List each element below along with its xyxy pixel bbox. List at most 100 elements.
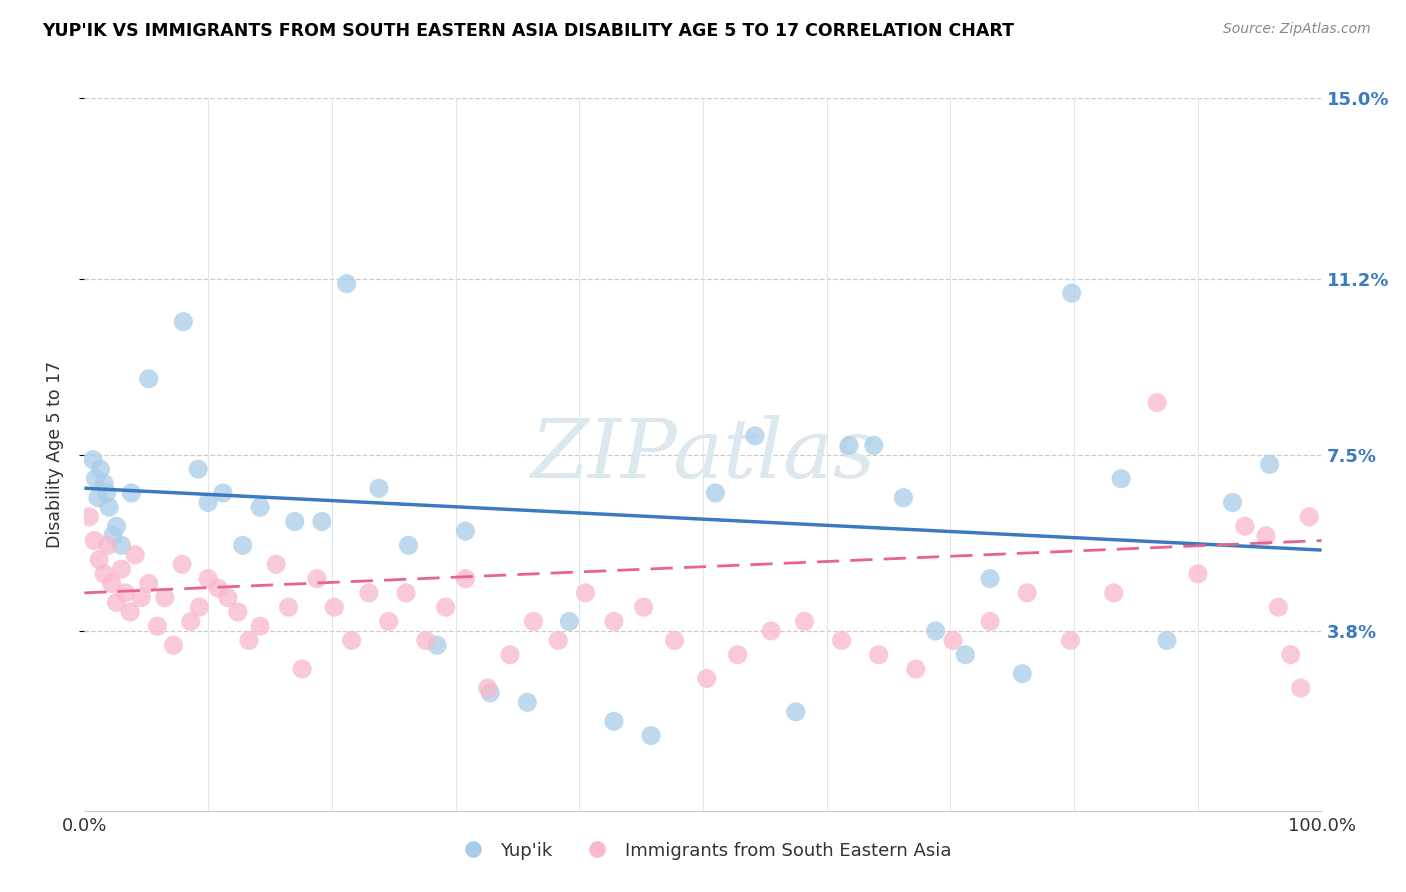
Point bbox=[831, 633, 853, 648]
Point bbox=[838, 438, 860, 452]
Point bbox=[744, 429, 766, 443]
Point bbox=[129, 591, 152, 605]
Point bbox=[83, 533, 105, 548]
Point bbox=[547, 633, 569, 648]
Point bbox=[89, 462, 111, 476]
Point bbox=[603, 615, 626, 629]
Point bbox=[153, 591, 176, 605]
Point bbox=[704, 486, 727, 500]
Point bbox=[979, 572, 1001, 586]
Point bbox=[100, 576, 122, 591]
Point bbox=[188, 600, 211, 615]
Point bbox=[89, 552, 111, 566]
Point bbox=[904, 662, 927, 676]
Point bbox=[893, 491, 915, 505]
Text: YUP'IK VS IMMIGRANTS FROM SOUTH EASTERN ASIA DISABILITY AGE 5 TO 17 CORRELATION : YUP'IK VS IMMIGRANTS FROM SOUTH EASTERN … bbox=[42, 22, 1014, 40]
Point bbox=[105, 519, 128, 533]
Point bbox=[1289, 681, 1312, 695]
Point bbox=[172, 315, 194, 329]
Point bbox=[79, 509, 101, 524]
Point bbox=[955, 648, 977, 662]
Point bbox=[323, 600, 346, 615]
Point bbox=[574, 586, 596, 600]
Point bbox=[98, 500, 121, 515]
Point bbox=[727, 648, 749, 662]
Point bbox=[291, 662, 314, 676]
Point bbox=[82, 452, 104, 467]
Point bbox=[1059, 633, 1081, 648]
Point bbox=[395, 586, 418, 600]
Point bbox=[1109, 472, 1132, 486]
Point bbox=[1298, 509, 1320, 524]
Point bbox=[217, 591, 239, 605]
Point bbox=[1060, 286, 1083, 301]
Point bbox=[105, 595, 128, 609]
Point bbox=[479, 686, 502, 700]
Point bbox=[249, 619, 271, 633]
Point bbox=[862, 438, 884, 452]
Point bbox=[336, 277, 359, 291]
Point bbox=[785, 705, 807, 719]
Point bbox=[1146, 395, 1168, 409]
Point bbox=[664, 633, 686, 648]
Point bbox=[415, 633, 437, 648]
Point bbox=[793, 615, 815, 629]
Point bbox=[633, 600, 655, 615]
Point bbox=[162, 638, 184, 652]
Point bbox=[110, 562, 132, 576]
Point bbox=[264, 558, 287, 572]
Point bbox=[114, 586, 136, 600]
Point bbox=[138, 576, 160, 591]
Point bbox=[93, 566, 115, 581]
Point bbox=[124, 548, 146, 562]
Point bbox=[367, 481, 389, 495]
Point bbox=[1222, 495, 1244, 509]
Point bbox=[305, 572, 328, 586]
Point bbox=[97, 538, 120, 552]
Point bbox=[146, 619, 169, 633]
Point bbox=[180, 615, 202, 629]
Point bbox=[84, 472, 107, 486]
Point bbox=[558, 615, 581, 629]
Point bbox=[377, 615, 399, 629]
Point bbox=[1156, 633, 1178, 648]
Point bbox=[96, 486, 118, 500]
Point bbox=[138, 372, 160, 386]
Point bbox=[1011, 666, 1033, 681]
Point bbox=[1233, 519, 1256, 533]
Point bbox=[979, 615, 1001, 629]
Point bbox=[226, 605, 249, 619]
Point bbox=[87, 491, 110, 505]
Point bbox=[603, 714, 626, 729]
Point bbox=[120, 486, 142, 500]
Point bbox=[924, 624, 946, 638]
Point bbox=[187, 462, 209, 476]
Point bbox=[1258, 458, 1281, 472]
Point bbox=[277, 600, 299, 615]
Point bbox=[232, 538, 254, 552]
Point bbox=[311, 515, 333, 529]
Point bbox=[942, 633, 965, 648]
Point bbox=[640, 729, 662, 743]
Point bbox=[238, 633, 260, 648]
Point bbox=[249, 500, 271, 515]
Point bbox=[499, 648, 522, 662]
Point bbox=[1102, 586, 1125, 600]
Point bbox=[101, 529, 124, 543]
Point bbox=[1254, 529, 1277, 543]
Point bbox=[759, 624, 782, 638]
Point bbox=[868, 648, 890, 662]
Y-axis label: Disability Age 5 to 17: Disability Age 5 to 17 bbox=[45, 361, 63, 549]
Point bbox=[398, 538, 420, 552]
Point bbox=[1279, 648, 1302, 662]
Text: ZIPatlas: ZIPatlas bbox=[530, 415, 876, 495]
Point bbox=[284, 515, 307, 529]
Text: Source: ZipAtlas.com: Source: ZipAtlas.com bbox=[1223, 22, 1371, 37]
Point bbox=[172, 558, 194, 572]
Point bbox=[477, 681, 499, 695]
Point bbox=[93, 476, 115, 491]
Point bbox=[110, 538, 132, 552]
Point bbox=[340, 633, 363, 648]
Point bbox=[1187, 566, 1209, 581]
Point bbox=[207, 581, 229, 595]
